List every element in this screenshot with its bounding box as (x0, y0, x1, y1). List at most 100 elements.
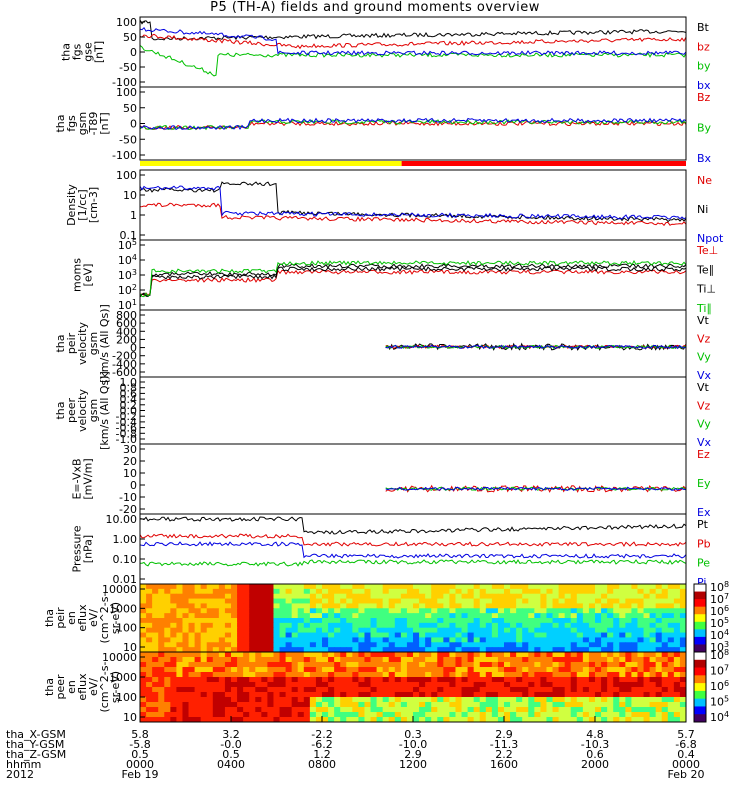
spectrogram-cell (364, 627, 372, 634)
spectrogram-cell (164, 593, 171, 600)
spectrogram-cell (552, 618, 560, 624)
spectrogram-cell (649, 662, 657, 668)
spectrogram-cell (297, 613, 305, 619)
spectrogram-cell (667, 677, 675, 683)
spectrogram-cell (601, 702, 608, 708)
spectrogram-cell (576, 707, 584, 713)
spectrogram-cell (146, 677, 153, 683)
spectrogram-cell (158, 707, 165, 713)
spectrogram-cell (607, 622, 614, 629)
spectrogram-cell (176, 712, 184, 718)
spectrogram-cell (224, 584, 232, 590)
spectrogram-cell (455, 667, 463, 673)
spectrogram-cell (637, 613, 645, 619)
spectrogram-cell (661, 598, 669, 605)
spectrogram-cell (667, 652, 675, 658)
spectrogram-cell (146, 682, 153, 688)
spectrogram-cell (340, 657, 347, 663)
spectrogram-cell (613, 702, 620, 708)
spectrogram-cell (582, 652, 590, 658)
spectrogram-cell (461, 613, 469, 619)
y-axis-label: [nT] (98, 112, 111, 134)
spectrogram-cell (352, 642, 359, 648)
spectrogram-cell (546, 687, 554, 693)
spectrogram-cell (382, 707, 390, 713)
spectrogram-cell (182, 707, 190, 713)
spectrogram-cell (406, 647, 414, 652)
x-label-gsm-z: 2.9 (404, 748, 422, 761)
spectrogram-cell (206, 692, 214, 698)
y-tick-label: 10 (123, 711, 137, 724)
spectrogram-cell (461, 672, 469, 678)
spectrogram-cell (419, 632, 426, 639)
spectrogram-cell (588, 657, 596, 663)
spectrogram-cell (558, 622, 566, 629)
spectrogram-cell (455, 677, 463, 683)
spectrogram-cell (212, 613, 220, 619)
spectrogram-cell (255, 697, 262, 703)
spectrogram-cell (352, 682, 359, 688)
spectrogram-cell (595, 667, 602, 673)
spectrogram-cell (170, 603, 177, 609)
spectrogram-cell (382, 697, 390, 703)
y-axis-label: velocity (76, 389, 89, 432)
spectrogram-cell (661, 707, 669, 713)
spectrogram-cell (588, 613, 596, 619)
spectrogram-cell (352, 632, 359, 639)
spectrogram-cell (243, 692, 250, 698)
spectrogram-cell (425, 662, 432, 668)
spectrogram-cell (558, 632, 566, 639)
spectrogram-cell (516, 682, 523, 688)
spectrogram-cell (673, 717, 681, 722)
spectrogram-cell (649, 682, 657, 688)
spectrogram-cell (273, 632, 281, 639)
spectrogram-cell (413, 652, 420, 658)
y-axis-label: [nT] (93, 41, 106, 63)
spectrogram-cell (637, 584, 645, 590)
y-axis-label: fgs (71, 43, 84, 60)
spectrogram-cell (200, 593, 208, 600)
spectrogram-cell (255, 687, 262, 693)
spectrogram-cell (340, 652, 347, 658)
spectrogram-cell (613, 598, 620, 605)
spectrogram-cell (534, 642, 541, 648)
spectrogram-cell (291, 707, 299, 713)
spectrogram-cell (437, 652, 444, 658)
panel-frame (139, 376, 687, 445)
spectrogram-cell (364, 637, 372, 643)
spectrogram-cell (249, 598, 256, 605)
spectrogram-cell (261, 647, 268, 652)
spectrogram-cell (315, 672, 323, 678)
spectrogram-cell (522, 603, 529, 609)
spectrogram-cell (631, 642, 639, 648)
spectrogram-cell (667, 702, 675, 708)
spectrogram-cell (364, 712, 372, 718)
spectrogram-cell (382, 593, 390, 600)
spectrogram-cell (449, 647, 457, 652)
spectrogram-cell (273, 618, 281, 624)
spectrogram-cell (158, 618, 165, 624)
spectrogram-cell (485, 672, 493, 678)
spectrogram-cell (334, 682, 341, 688)
spectrogram-cell (504, 697, 511, 703)
spectrogram-cell (558, 677, 566, 683)
spectrogram-cell (334, 588, 341, 595)
spectrogram-cell (249, 608, 256, 614)
spectrogram-cell (425, 584, 432, 590)
spectrogram-cell (279, 692, 287, 698)
x-row-label: hhmm (6, 758, 41, 771)
spectrogram-cell (473, 642, 481, 648)
spectrogram-cell (273, 622, 281, 629)
spectrogram-cell (485, 618, 493, 624)
spectrogram-cell (358, 712, 366, 718)
spectrogram-cell (582, 627, 590, 634)
spectrogram-cell (540, 677, 548, 683)
spectrogram-cell (370, 687, 378, 693)
spectrogram-cell (291, 692, 299, 698)
spectrogram-cell (570, 588, 578, 595)
spectrogram-cell (607, 642, 614, 648)
spectrogram-cell (364, 717, 372, 722)
spectrogram-cell (437, 712, 444, 718)
spectrogram-cell (516, 622, 523, 629)
spectrogram-cell (303, 603, 311, 609)
